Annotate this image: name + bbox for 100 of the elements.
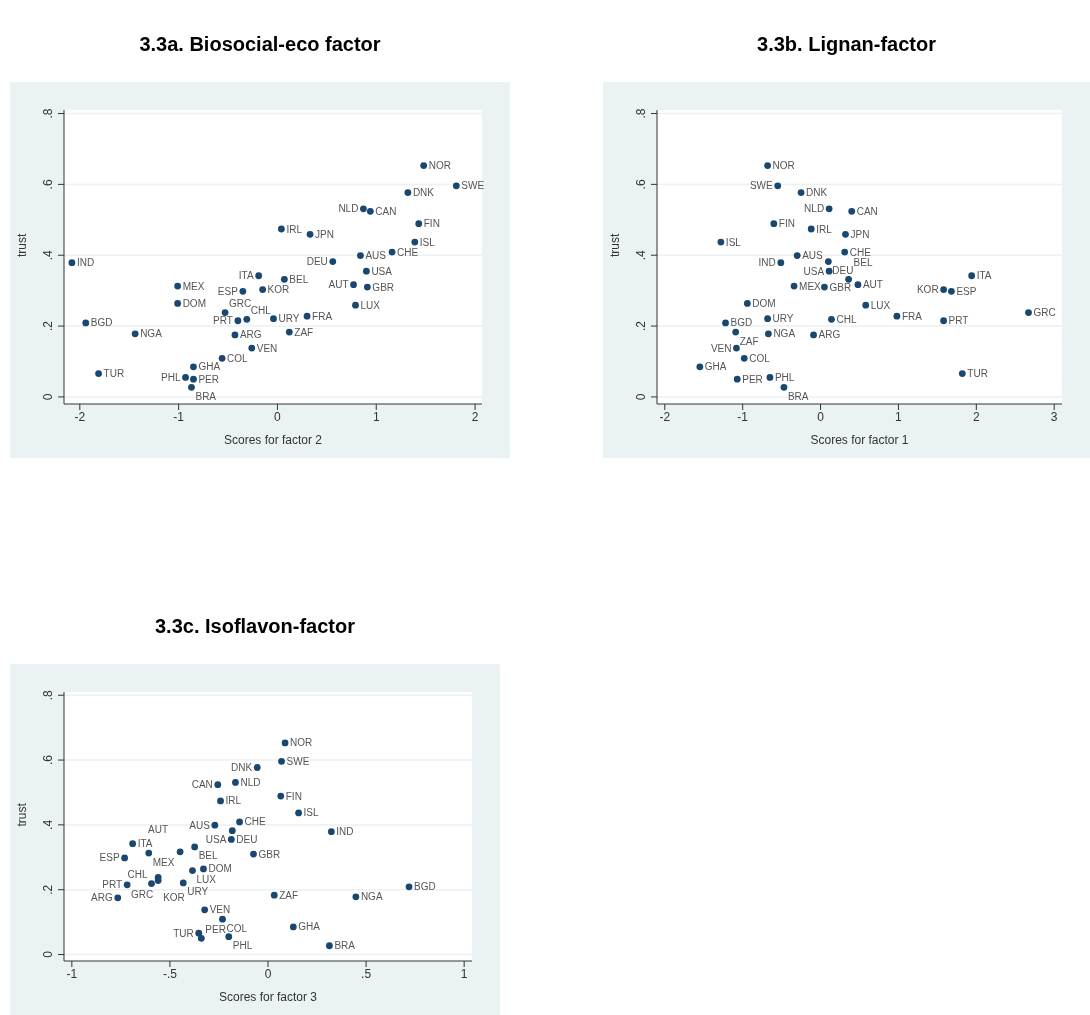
point [270,315,277,323]
data-label: BEL [853,256,873,268]
data-label: BRA [787,390,809,402]
data-label: KOR [267,284,290,296]
point [696,363,704,371]
data-label: BGD [90,317,113,329]
data-label: PRT [102,879,123,891]
data-label: MEX [799,280,822,292]
point [191,843,199,851]
point [825,205,833,213]
point [248,344,256,352]
data-label: USA [803,265,825,277]
point [253,764,261,771]
chart-title: 3.3b. Lignan-factor [756,32,937,57]
data-label: SWE [461,180,485,192]
data-label: AUS [802,250,824,262]
data-label: CAN [191,779,213,791]
y-tick-label: 0 [41,950,55,958]
data-label: TUR [103,368,125,380]
data-label: ESP [99,852,120,864]
y-tick-label: .8 [634,108,648,119]
x-tick-label: -2 [659,409,671,424]
data-label: ESP [956,285,977,297]
point [225,933,233,941]
data-label: DNK [806,187,828,199]
data-label: BEL [289,273,309,285]
x-tick-label: -1 [737,409,749,424]
y-tick-label: 0 [41,393,55,401]
point [842,230,849,238]
point [845,275,852,283]
point [764,315,771,323]
point [285,328,293,336]
point [259,286,267,293]
point [854,281,862,289]
point [327,828,335,836]
point [197,934,205,942]
data-label: ARG [818,329,841,341]
data-label: GRC [130,888,154,900]
data-label: NLD [338,203,359,215]
x-tick-label: 0 [264,966,272,981]
point [211,821,219,829]
point [129,840,137,848]
data-label: ZAF [294,326,314,338]
data-label: CHL [250,304,272,316]
point [182,374,189,381]
x-tick-label: .5 [361,966,372,981]
data-label: BGD [414,881,436,893]
data-label: NOR [772,160,795,172]
y-tick-label: .4 [41,249,55,261]
point [270,891,278,899]
point [777,259,785,267]
point [764,162,771,170]
data-label: AUT [148,824,169,836]
y-tick-label: .8 [41,689,55,701]
point [227,836,235,843]
data-label: AUT [862,279,883,291]
data-label: ISL [725,236,742,248]
data-label: FRA [901,310,923,322]
point [280,275,288,283]
point [295,809,302,817]
data-label: VEN [209,904,231,916]
point [940,317,948,325]
point [148,880,155,887]
point [190,363,197,371]
data-label: GHA [704,361,727,373]
data-label: IND [76,257,95,269]
x-tick-label: 0 [817,409,825,424]
data-label: MEX [182,280,205,292]
point [405,883,413,891]
point [862,301,870,309]
point [121,854,129,862]
point [350,281,357,289]
point [733,344,740,352]
point [743,300,751,307]
point [188,383,195,391]
point [218,354,226,362]
data-label: DEU [306,256,328,268]
data-label: DNK [231,762,253,774]
data-label: CHL [127,869,148,881]
point [232,779,239,786]
data-label: ESP [217,285,239,297]
data-label: NLD [240,776,261,788]
point [733,375,741,383]
data-label: NOR [428,160,451,172]
data-label: PHL [774,371,795,383]
point [131,330,139,338]
point [95,370,102,377]
x-axis-title: Scores for factor 1 [810,433,909,447]
point [179,879,187,887]
data-label: LUX [196,874,217,886]
point [770,220,778,228]
point [303,312,311,320]
data-label: BRA [334,940,356,952]
data-label: MEX [152,856,175,868]
data-label: FIN [423,218,440,230]
x-tick-label: -1 [173,409,185,424]
x-tick-label: 2 [972,409,980,424]
point [277,792,285,800]
point [278,757,285,765]
point [790,282,798,290]
